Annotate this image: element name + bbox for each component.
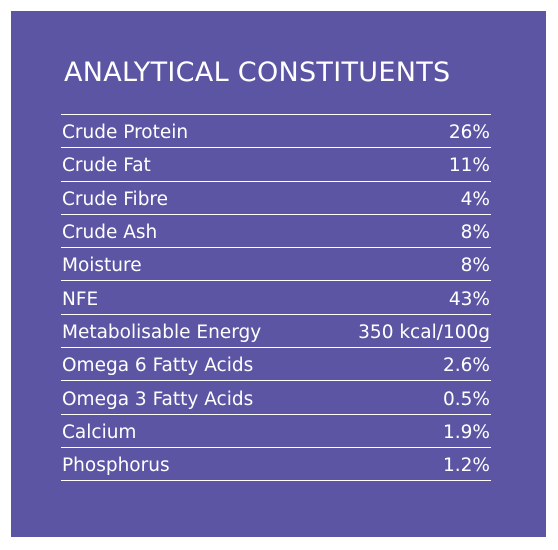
constituent-name: Crude Ash: [62, 222, 158, 244]
constituent-value: 2.6%: [443, 355, 490, 377]
table-row: Calcium 1.9%: [61, 415, 491, 448]
constituent-value: 1.9%: [443, 421, 490, 443]
constituent-value: 43%: [448, 288, 490, 310]
constituent-name: Crude Fat: [62, 155, 151, 177]
table-row: Phosphorus 1.2%: [61, 448, 491, 482]
table-row: Omega 3 Fatty Acids 0.5%: [61, 381, 491, 415]
analytical-constituents-panel: ANALYTICAL CONSTITUENTS Crude Protein 26…: [11, 11, 546, 537]
table-row: Moisture 8%: [61, 248, 491, 282]
constituent-value: 26%: [448, 122, 490, 144]
constituent-name: Crude Fibre: [62, 188, 169, 210]
table-row: Metabolisable Energy 350 kcal/100g: [61, 315, 491, 349]
constituent-name: Calcium: [62, 421, 137, 443]
constituent-value: 4%: [460, 188, 490, 210]
constituent-value: 1.2%: [443, 455, 490, 477]
table-row: Crude Protein 26%: [61, 115, 491, 149]
constituent-value: 0.5%: [443, 388, 490, 410]
constituent-name: Crude Protein: [62, 122, 189, 144]
constituent-value: 11%: [448, 155, 490, 177]
constituent-name: Moisture: [62, 255, 142, 277]
panel-title: ANALYTICAL CONSTITUENTS: [64, 57, 451, 88]
table-row: Omega 6 Fatty Acids 2.6%: [61, 348, 491, 382]
constituents-table: Crude Protein 26% Crude Fat 11% Crude Fi…: [61, 114, 491, 482]
constituent-value: 8%: [460, 255, 490, 277]
table-row: Crude Fat 11%: [61, 148, 491, 182]
constituent-value: 350 kcal/100g: [358, 321, 490, 343]
constituent-value: 8%: [460, 222, 490, 244]
constituent-name: Omega 3 Fatty Acids: [62, 388, 254, 410]
table-row: Crude Fibre 4%: [61, 182, 491, 215]
constituent-name: Phosphorus: [62, 455, 170, 477]
constituent-name: Metabolisable Energy: [62, 321, 262, 343]
constituent-name: Omega 6 Fatty Acids: [62, 355, 254, 377]
table-row: NFE 43%: [61, 281, 491, 315]
table-row: Crude Ash 8%: [61, 215, 491, 249]
constituent-name: NFE: [62, 288, 99, 310]
